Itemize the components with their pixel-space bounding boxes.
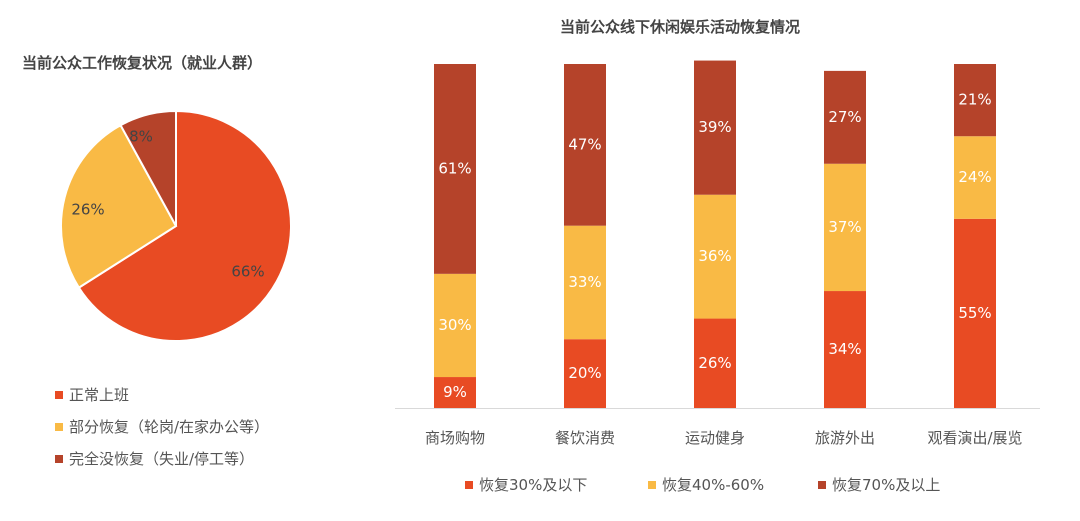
legend-swatch (55, 422, 63, 431)
bar-data-label: 61% (438, 159, 471, 177)
bar-legend-item: 恢复70%及以上 (818, 474, 940, 495)
bar-data-label: 20% (568, 364, 601, 382)
pie-legend-item: 部分恢复（轮岗/在家办公等） (55, 416, 269, 437)
bar-data-label: 26% (698, 354, 731, 372)
bar-data-label: 33% (568, 273, 601, 291)
bar-segment (434, 273, 476, 378)
legend-label: 完全没恢复（失业/停工等） (69, 450, 255, 468)
pie-title: 当前公众工作恢复状况（就业人群） (22, 54, 263, 72)
legend-swatch (465, 480, 473, 489)
bar-data-label: 55% (958, 304, 991, 322)
pie-legend-item: 正常上班 (55, 384, 129, 405)
bar-legend-item: 恢复30%及以下 (465, 474, 587, 495)
pie-legend-item: 完全没恢复（失业/停工等） (55, 448, 254, 469)
pie-slice (119, 109, 177, 227)
bar-segment (564, 64, 606, 226)
bar-segment (694, 194, 736, 319)
bar-data-label: 34% (828, 340, 861, 358)
bar-data-label: 30% (438, 316, 471, 334)
bar-legend-item: 恢复40%-60% (648, 474, 764, 495)
legend-swatch (55, 454, 63, 463)
bar-segment (824, 291, 866, 408)
x-tick-label: 观看演出/展览 (927, 429, 1022, 447)
legend-label: 部分恢复（轮岗/在家办公等） (69, 418, 270, 436)
legend-label: 恢复30%及以下 (479, 476, 588, 494)
legend-swatch (648, 480, 656, 489)
bar-segment (954, 218, 996, 408)
bar-segment (694, 318, 736, 408)
bar-data-label: 47% (568, 135, 601, 153)
bar-segment (564, 339, 606, 408)
pie-slice (60, 123, 178, 290)
bar-segment (564, 225, 606, 340)
pie-data-label: 26% (71, 201, 104, 219)
bar-segment (434, 377, 476, 408)
bar-segment (824, 163, 866, 292)
x-tick-label: 运动健身 (685, 429, 745, 447)
bar-data-label: 39% (698, 118, 731, 136)
bar-segment (824, 70, 866, 164)
bar-segment (694, 60, 736, 195)
bar-segment (954, 136, 996, 219)
bar-data-label: 24% (958, 168, 991, 186)
bar-segment (954, 64, 996, 137)
pie-slice (77, 109, 292, 342)
bar-segment (434, 64, 476, 274)
legend-swatch (818, 480, 826, 489)
bar-data-label: 36% (698, 247, 731, 265)
legend-swatch (55, 390, 63, 399)
pie-data-label: 8% (129, 128, 153, 146)
bar-data-label: 27% (828, 108, 861, 126)
bar-data-label: 21% (958, 91, 991, 109)
bar-title: 当前公众线下休闲娱乐活动恢复情况 (560, 18, 801, 36)
legend-label: 恢复70%及以上 (832, 476, 941, 494)
bar-data-label: 9% (443, 383, 467, 401)
x-tick-label: 商场购物 (425, 429, 485, 447)
legend-label: 恢复40%-60% (662, 476, 765, 494)
x-tick-label: 旅游外出 (815, 429, 875, 447)
pie-data-label: 66% (231, 263, 264, 281)
legend-label: 正常上班 (69, 386, 130, 404)
x-tick-label: 餐饮消费 (555, 429, 615, 447)
bar-data-label: 37% (828, 218, 861, 236)
